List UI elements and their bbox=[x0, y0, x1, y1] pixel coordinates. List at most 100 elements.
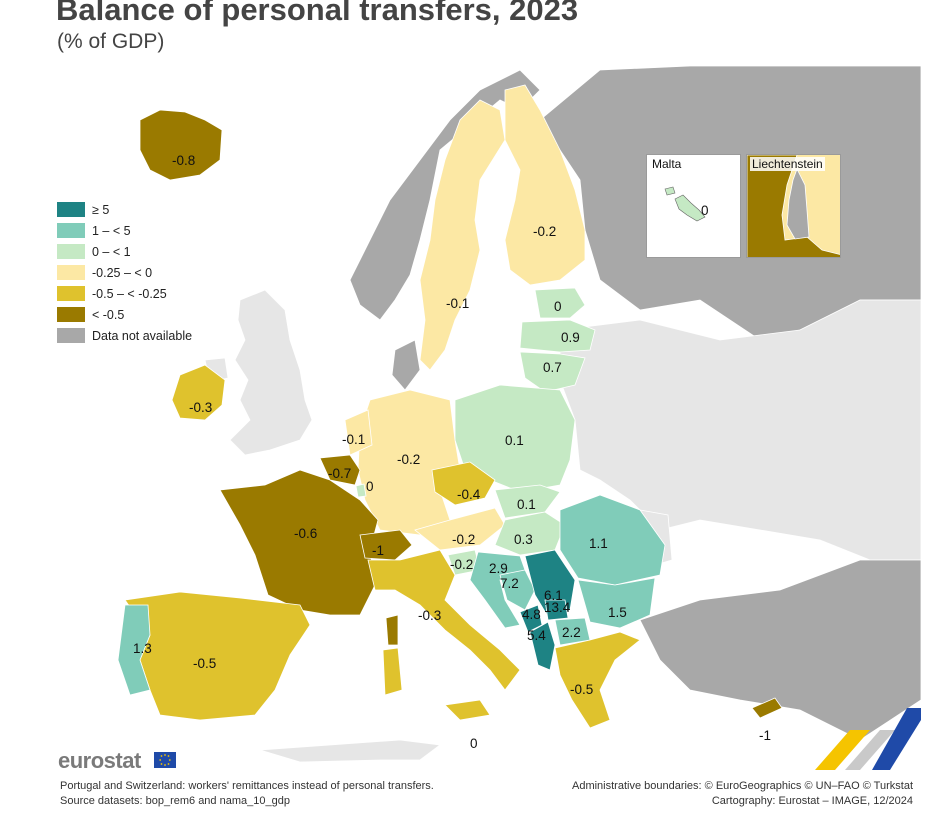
label-romania: 1.1 bbox=[589, 536, 608, 551]
legend-swatch bbox=[57, 265, 85, 280]
footer-source-line: Source datasets: bop_rem6 and nama_10_gd… bbox=[60, 795, 290, 807]
iceland-shape bbox=[139, 109, 223, 181]
cyprus-shape bbox=[751, 697, 783, 719]
north-africa-region bbox=[259, 739, 442, 763]
label-croatia: 2.9 bbox=[489, 561, 508, 576]
background-land bbox=[204, 65, 922, 763]
legend-item: -0.5 – < -0.25 bbox=[57, 283, 192, 304]
legend-swatch bbox=[57, 286, 85, 301]
eu-flag-icon bbox=[154, 752, 176, 768]
map-legend: ≥ 5 1 – < 5 0 – < 1 -0.25 – < 0 -0.5 – <… bbox=[57, 199, 192, 346]
italy-shape bbox=[367, 549, 521, 691]
label-luxembourg: 0 bbox=[366, 479, 374, 494]
label-slovenia: -0.2 bbox=[450, 557, 473, 572]
legend-label: < -0.5 bbox=[92, 307, 125, 322]
footer-note-line: Portugal and Switzerland: workers' remit… bbox=[60, 780, 434, 792]
belarus-ukraine-region bbox=[559, 299, 922, 561]
switzerland-shape bbox=[359, 529, 413, 561]
label-albania: 5.4 bbox=[527, 628, 546, 643]
norway-region bbox=[349, 69, 541, 321]
label-sweden: -0.1 bbox=[446, 296, 469, 311]
footer-boundaries-line: Administrative boundaries: © EuroGeograp… bbox=[571, 780, 913, 792]
luxembourg-shape bbox=[355, 483, 367, 498]
footer-notes: Portugal and Switzerland: workers' remit… bbox=[60, 779, 434, 809]
legend-label: ≥ 5 bbox=[92, 202, 110, 217]
label-latvia: 0.9 bbox=[561, 330, 580, 345]
bulgaria-shape bbox=[577, 577, 656, 629]
legend-swatch bbox=[57, 244, 85, 259]
label-germany: -0.2 bbox=[397, 452, 420, 467]
belgium-shape bbox=[319, 454, 361, 486]
eurostat-logo: eurostat bbox=[58, 748, 141, 773]
value-labels: -0.8 -0.3 -0.1 -0.2 0 0.9 0.7 0.1 -0.1 -… bbox=[133, 153, 771, 751]
label-kosovo: 13.4 bbox=[544, 600, 571, 615]
finland-shape bbox=[504, 84, 586, 286]
label-iceland: -0.8 bbox=[172, 153, 195, 168]
latvia-shape bbox=[519, 319, 596, 353]
kosovo-shape bbox=[544, 599, 569, 621]
croatia-shape bbox=[469, 551, 526, 629]
footer-cartography-line: Cartography: Eurostat – IMAGE, 12/2024 bbox=[711, 795, 913, 807]
france-shape bbox=[219, 469, 379, 616]
inset-malta-title: Malta bbox=[650, 157, 684, 171]
lithuania-shape bbox=[519, 351, 586, 393]
legend-label: 1 – < 5 bbox=[92, 223, 131, 238]
corsica-shape bbox=[385, 614, 399, 646]
label-montenegro: 4.8 bbox=[522, 607, 541, 622]
legend-label: -0.5 – < -0.25 bbox=[92, 286, 167, 301]
legend-swatch bbox=[57, 328, 85, 343]
legend-item: 0 – < 1 bbox=[57, 241, 192, 262]
label-netherlands: -0.1 bbox=[342, 432, 365, 447]
ireland-shape bbox=[171, 364, 226, 421]
denmark-shape bbox=[391, 339, 421, 391]
map-subtitle: (% of GDP) bbox=[57, 30, 165, 53]
label-belgium: -0.7 bbox=[328, 466, 351, 481]
label-portugal: 1.3 bbox=[133, 641, 152, 656]
label-finland: -0.2 bbox=[533, 224, 556, 239]
legend-label: -0.25 – < 0 bbox=[92, 265, 153, 280]
label-malta-main: 0 bbox=[470, 736, 478, 751]
albania-shape bbox=[529, 621, 556, 671]
netherlands-shape bbox=[344, 409, 373, 456]
eurostat-corner-graphic bbox=[815, 708, 921, 770]
legend-label: 0 – < 1 bbox=[92, 244, 131, 259]
label-ireland: -0.3 bbox=[189, 400, 212, 415]
legend-label: Data not available bbox=[92, 328, 193, 343]
label-italy: -0.3 bbox=[418, 608, 441, 623]
label-greece: -0.5 bbox=[570, 682, 593, 697]
inset-liechtenstein-title: Liechtenstein bbox=[750, 157, 825, 171]
poland-shape bbox=[454, 384, 576, 493]
label-bulgaria: 1.5 bbox=[608, 605, 627, 620]
legend-item: 1 – < 5 bbox=[57, 220, 192, 241]
legend-item: ≥ 5 bbox=[57, 199, 192, 220]
liechtenstein-shape bbox=[786, 167, 810, 240]
label-switzerland: -1 bbox=[372, 543, 384, 558]
legend-swatch bbox=[57, 202, 85, 217]
spain-shape bbox=[124, 591, 311, 721]
label-hungary: 0.3 bbox=[514, 532, 533, 547]
uk-region bbox=[229, 289, 313, 456]
legend-swatch bbox=[57, 223, 85, 238]
romania-shape bbox=[559, 494, 666, 586]
malta-inset-map: 0 bbox=[664, 186, 709, 222]
turkey-region bbox=[639, 559, 922, 741]
legend-item: Data not available bbox=[57, 325, 192, 346]
label-slovakia: 0.1 bbox=[517, 497, 536, 512]
label-spain: -0.5 bbox=[193, 656, 216, 671]
footer-credits: Administrative boundaries: © EuroGeograp… bbox=[572, 779, 913, 809]
label-czechia: -0.4 bbox=[457, 487, 481, 502]
legend-swatch bbox=[57, 307, 85, 322]
czechia-shape bbox=[431, 461, 496, 506]
portugal-shape bbox=[117, 604, 151, 696]
malta-island-shape bbox=[674, 194, 706, 222]
inset-malta: 0 Malta bbox=[646, 154, 741, 258]
label-bosnia: 7.2 bbox=[500, 576, 519, 591]
slovakia-shape bbox=[494, 484, 561, 519]
bosnia-shape bbox=[499, 569, 536, 611]
map-title: Balance of personal transfers, 2023 bbox=[56, 0, 579, 27]
inset-liechtenstein: Liechtenstein bbox=[746, 154, 841, 258]
label-north-macedonia: 2.2 bbox=[562, 625, 581, 640]
label-malta-inset: 0 bbox=[701, 203, 709, 218]
greece-shape bbox=[554, 631, 641, 729]
estonia-shape bbox=[534, 287, 586, 319]
